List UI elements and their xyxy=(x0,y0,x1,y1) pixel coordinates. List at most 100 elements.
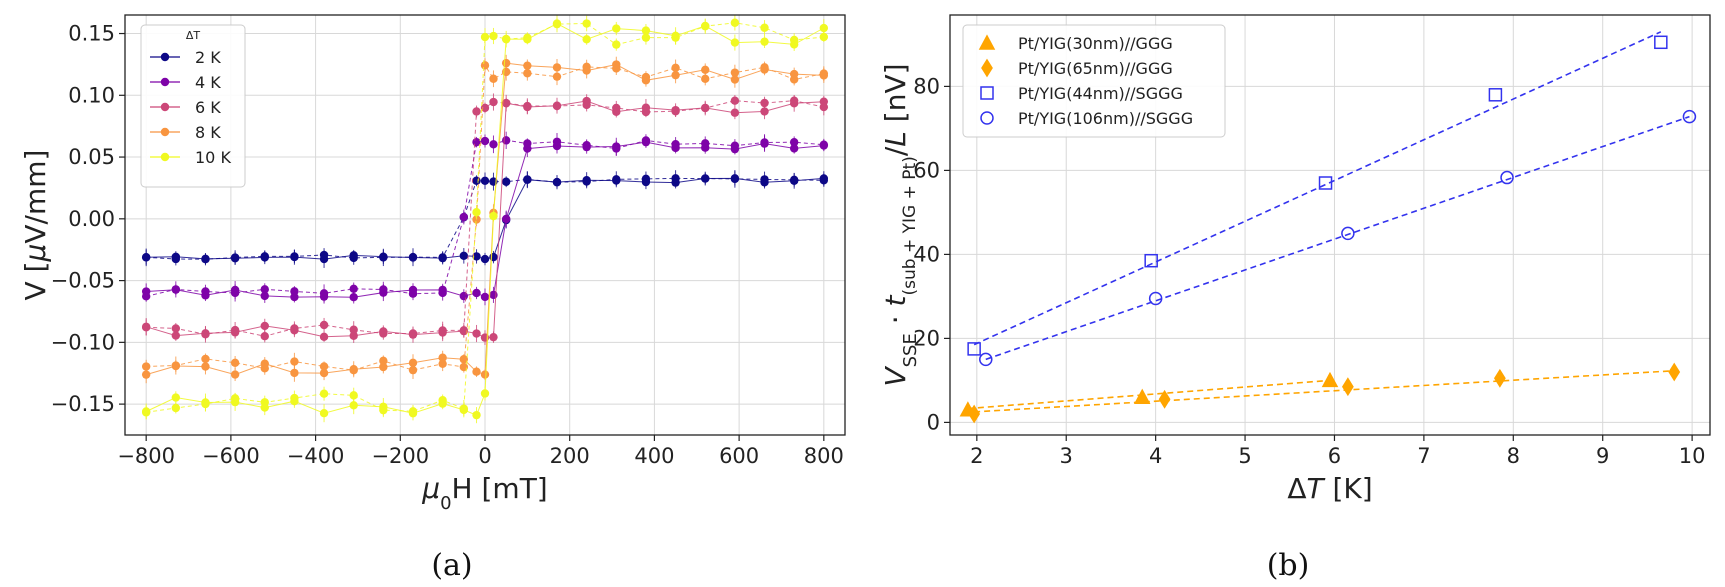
panel-a-data-point xyxy=(472,208,481,217)
panel-b-data-point xyxy=(1654,35,1668,50)
panel-a-data-point xyxy=(612,64,621,73)
panel-a-data-point xyxy=(730,68,740,77)
panel-a-data-point xyxy=(201,330,210,339)
panel-a-data-point xyxy=(438,288,447,298)
panel-a-x-tick-label: −400 xyxy=(287,444,345,468)
panel-a-data-point xyxy=(459,326,469,335)
panel-a-data-point xyxy=(472,252,481,261)
panel-a-data-point xyxy=(760,107,769,116)
panel-a-data-point xyxy=(760,37,769,46)
panel-a-data-point xyxy=(319,320,329,330)
panel-a-data-point xyxy=(459,404,469,413)
panel-a-data-point xyxy=(319,368,329,378)
caption-a: (a) xyxy=(431,548,472,583)
panel-a-data-point xyxy=(349,391,358,400)
panel-a-data-point xyxy=(489,31,498,41)
panel-b-x-tick-label: 5 xyxy=(1238,444,1251,468)
panel-a-data-point xyxy=(523,33,532,42)
panel-a-data-point xyxy=(472,107,481,116)
panel-a-data-point xyxy=(260,285,269,294)
panel-a-data-point xyxy=(349,366,358,375)
panel-b-x-tick-label: 2 xyxy=(970,444,983,468)
panel-a-legend-label: 10 K xyxy=(195,148,231,167)
panel-a-data-point xyxy=(230,325,240,335)
panel-a-data-point xyxy=(201,399,210,409)
panel-a-data-point xyxy=(171,403,181,413)
panel-a-legend-label: 2 K xyxy=(195,48,221,67)
panel-a-data-point xyxy=(501,98,511,108)
panel-a-data-point xyxy=(290,393,299,403)
panel-a-data-point xyxy=(201,254,210,264)
panel-b-data-point xyxy=(1488,88,1503,102)
panel-a-data-point xyxy=(612,144,621,153)
panel-b-y-tick-label: 80 xyxy=(913,74,940,98)
panel-a-data-point xyxy=(171,324,181,333)
panel-b-series xyxy=(968,362,1681,424)
panel-b-x-tick-label: 7 xyxy=(1417,444,1430,468)
panel-b-data-point xyxy=(1668,362,1681,382)
panel-a-data-point xyxy=(552,178,562,187)
panel-a-data-point xyxy=(230,394,240,403)
panel-a-data-point xyxy=(701,139,710,148)
panel-a-data-point xyxy=(501,34,511,44)
panel-a-data-point xyxy=(489,140,498,149)
panel-a-data-point xyxy=(290,368,299,378)
panel-a-data-point xyxy=(789,144,799,153)
panel-a-data-point xyxy=(480,370,490,379)
panel-a-data-point xyxy=(480,32,490,42)
panel-a-data-point xyxy=(290,287,299,296)
panel-b-data-point xyxy=(1341,226,1355,241)
panel-a-data-point xyxy=(472,176,481,185)
panel-a-x-axis-label: μ0H [mT] xyxy=(421,472,547,514)
panel-a-x-tick-label: 200 xyxy=(550,444,590,468)
panel-a-data-point xyxy=(472,367,481,376)
panel-a-x-tick-label: −800 xyxy=(117,444,175,468)
panel-a-y-tick-label: 0.00 xyxy=(68,207,115,231)
panel-a-data-point xyxy=(789,175,799,185)
panel-a-data-point xyxy=(671,63,680,73)
panel-b-x-tick-label: 3 xyxy=(1060,444,1073,468)
panel-a-data-point xyxy=(819,102,829,112)
panel-b-data-point xyxy=(967,342,981,356)
panel-a-data-point xyxy=(379,356,388,366)
panel-a-data-point xyxy=(171,331,181,340)
panel-a-data-point xyxy=(349,401,358,410)
panel-b-legend-label: Pt/YIG(44nm)//SGGG xyxy=(1018,84,1183,103)
panel-a-data-point xyxy=(671,140,680,149)
panel-a-data-point xyxy=(523,139,532,148)
panel-a-data-point xyxy=(730,38,740,47)
panel-a-data-point xyxy=(612,24,621,33)
panel-b-x-tick-label: 8 xyxy=(1507,444,1520,468)
panel-b-fit-line xyxy=(973,31,1662,346)
panel-b-legend-marker xyxy=(980,111,994,125)
panel-a-legend-marker xyxy=(160,52,170,62)
panel-a-data-point xyxy=(472,288,481,298)
panel-a-data-point xyxy=(760,63,769,72)
panel-a-data-point xyxy=(612,175,621,184)
panel-a-legend: ΔT 2 K 4 K 6 K 8 K 10 K xyxy=(140,24,246,188)
panel-a-data-point xyxy=(819,69,829,78)
panel-b-y-axis-label: VSSE · t(sub + YIG + Pt)/L [nV] xyxy=(879,63,921,386)
panel-a-data-point xyxy=(230,370,240,379)
panel-a-data-point xyxy=(459,291,469,301)
panel-b-data-point xyxy=(1321,371,1339,388)
panel-a-legend-marker xyxy=(160,127,170,137)
panel-a-series xyxy=(141,131,829,306)
panel-a-series xyxy=(141,54,829,384)
panel-a-data-point xyxy=(523,101,532,111)
panel-a-data-point xyxy=(260,332,269,341)
panel-a-data-point xyxy=(819,23,829,33)
panel-b-data-point xyxy=(1133,388,1151,404)
panel-a-data-point xyxy=(612,40,621,49)
caption-b: (b) xyxy=(1267,548,1310,583)
panel-a-data-point xyxy=(260,364,269,373)
panel-a-x-tick-label: 600 xyxy=(719,444,759,468)
panel-a-data-point xyxy=(552,19,562,29)
panel-a-data-point xyxy=(789,75,799,84)
panel-a-y-tick-label: 0.05 xyxy=(68,145,115,169)
panel-a-data-point xyxy=(319,250,329,260)
panel-a-data-point xyxy=(552,63,562,72)
panel-b-data-point xyxy=(1341,377,1354,397)
panel-a-data-point xyxy=(408,407,418,416)
panel-a-data-point xyxy=(789,35,799,45)
